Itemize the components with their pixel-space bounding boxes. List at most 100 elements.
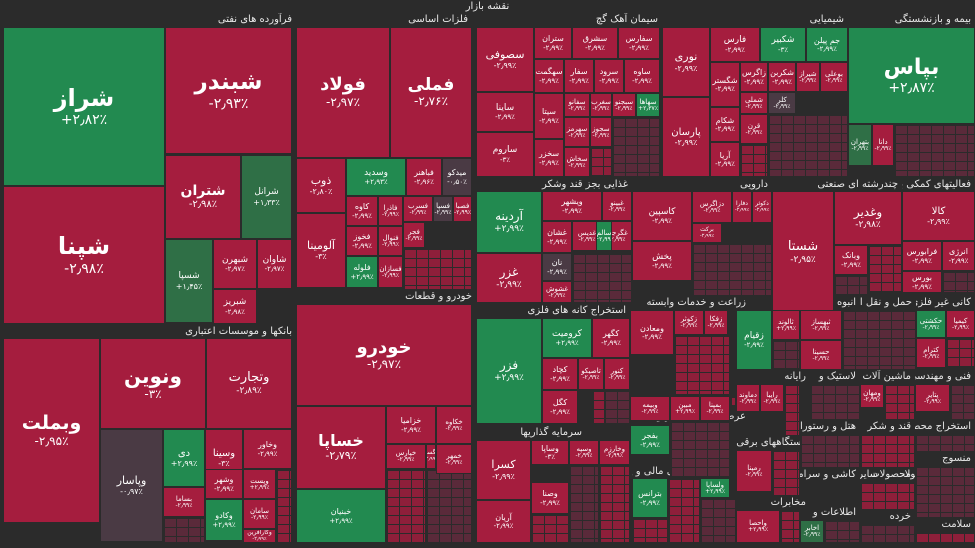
stock-tile[interactable]: وصنا -۲٫۹۹٪ [531, 482, 569, 514]
stock-tile[interactable]: غشوش -۲٫۹۹٪ [542, 281, 572, 303]
sector-header[interactable]: کانی غیر فلزی [916, 297, 971, 308]
stock-tile[interactable]: دفارا -۲٫۹۹٪ [732, 191, 752, 223]
stock-tile[interactable]: آردینه +۲٫۹۹٪ [476, 191, 542, 253]
stock-tile[interactable]: وسدید +۲٫۹۳٪ [346, 158, 406, 196]
stock-tile[interactable]: میدکو -۰٫۵۰٪ [442, 158, 472, 196]
stock-tile[interactable]: فلوله +۲٫۹۹٪ [346, 256, 378, 288]
sector-header[interactable]: بانکها و موسسات اعتباری [185, 326, 292, 337]
sector-header[interactable]: فعالیتهای کمکی به [902, 179, 971, 190]
stock-tile[interactable]: وتجارت -۲٫۸۹٪ [206, 338, 292, 429]
stock-tile[interactable]: فملی -۲٫۷۶٪ [390, 27, 472, 158]
stock-tile[interactable]: خگستر-۲٫۹۹٪ [426, 444, 436, 469]
stock-tile[interactable]: شبندر -۲٫۹۳٪ [165, 27, 292, 154]
stock-tile[interactable]: آریا -۲٫۹۹٪ [710, 142, 740, 177]
stock-tile[interactable]: غزر -۲٫۹۹٪ [476, 253, 542, 303]
stock-tile[interactable]: سهگمت -۲٫۹۹٪ [534, 59, 564, 93]
stock-tile[interactable]: انرژی -۲٫۹۹٪ [942, 241, 975, 271]
stock-tile[interactable]: کترام -۲٫۹۹٪ [916, 338, 946, 368]
stock-tile[interactable]: ساینا -۲٫۹۹٪ [476, 92, 534, 132]
sector-header[interactable]: استخراج محصولات [915, 421, 971, 432]
stock-tile[interactable]: بورس -۲٫۹۹٪ [902, 271, 942, 293]
stock-tile[interactable]: بساما -۲٫۹۹٪ [163, 487, 205, 517]
stock-tile[interactable]: اخابر -۲٫۹۹٪ [800, 520, 824, 543]
stock-tile[interactable]: سغرب -۲٫۹۹٪ [590, 93, 612, 117]
stock-tile[interactable]: سخزر -۲٫۹۹٪ [534, 139, 564, 177]
stock-tile[interactable]: جم پیلن -۲٫۹۹٪ [806, 27, 848, 62]
sector-header[interactable]: دستگاههای برقی [736, 437, 806, 448]
stock-tile[interactable]: شستا -۲٫۹۵٪ [772, 191, 834, 315]
stock-tile[interactable]: خزامیا -۲٫۹۹٪ [386, 406, 436, 444]
stock-tile[interactable]: فارس -۲٫۹۹٪ [710, 27, 760, 62]
sector-header[interactable]: فنی و مهندسی [915, 371, 971, 382]
stock-tile[interactable]: دماوند -۲٫۹۹٪ [736, 384, 760, 412]
stock-tile[interactable]: ومعادن -۲٫۹۹٪ [630, 310, 674, 355]
stock-tile[interactable]: زقیام -۲٫۹۹٪ [736, 310, 772, 370]
stock-tile[interactable]: کگل -۲٫۹۹٪ [542, 390, 578, 424]
stock-tile[interactable]: شبریز -۲٫۹۸٪ [213, 289, 257, 324]
stock-tile[interactable]: سفانو -۲٫۹۹٪ [564, 93, 590, 117]
stock-tile[interactable]: خساپا -۲٫۷۹٪ [296, 406, 386, 489]
stock-tile[interactable]: کچاد -۲٫۹۹٪ [542, 358, 578, 390]
stock-tile[interactable]: وخارزم -۲٫۹۹٪ [599, 440, 630, 465]
stock-tile[interactable]: غبینو -۲٫۹۹٪ [602, 191, 632, 221]
stock-tile[interactable]: فسرب -۲٫۹۹٪ [403, 196, 433, 222]
stock-tile[interactable]: کاوه -۲٫۹۹٪ [346, 196, 378, 226]
stock-tile[interactable]: خودرو -۲٫۹۷٪ [296, 304, 472, 406]
sector-header[interactable]: ماشین آلات و [860, 371, 911, 382]
sector-header[interactable]: قند و شکر [867, 421, 911, 432]
sector-header[interactable]: استخراج کانه های فلزی [527, 305, 626, 316]
stock-tile[interactable]: فرابورس -۲٫۹۹٪ [902, 241, 942, 271]
stock-tile[interactable]: کرومیت +۲٫۹۹٪ [542, 318, 592, 358]
stock-tile[interactable]: فصبا -۲٫۹۹٪ [453, 196, 472, 222]
stock-tile[interactable]: فسازان -۲٫۹۹٪ [378, 256, 403, 288]
stock-tile[interactable]: قرن -۲٫۹۹٪ [740, 114, 768, 144]
stock-tile[interactable]: زفکا -۲٫۹۹٪ [704, 310, 728, 335]
stock-tile[interactable]: شگستر -۲٫۹۹٪ [710, 62, 740, 107]
stock-tile[interactable]: فجر -۲٫۹۹٪ [403, 222, 425, 248]
stock-tile[interactable]: کاسپین -۲٫۹۹٪ [632, 191, 692, 241]
stock-tile[interactable]: خپارس -۲٫۹۹٪ [386, 444, 426, 469]
stock-tile[interactable]: زکوثر -۲٫۹۹٪ [674, 310, 704, 335]
stock-tile[interactable]: بمپنا -۲٫۹۹٪ [700, 396, 730, 421]
stock-tile[interactable]: وخاور -۲٫۹۹٪ [243, 429, 292, 469]
stock-tile[interactable]: خبنیان +۲٫۹۹٪ [296, 489, 386, 543]
stock-tile[interactable]: ساروم -۳٪ [476, 132, 534, 177]
sector-header[interactable]: چندرشته ای صنعتی [817, 179, 898, 190]
stock-tile[interactable]: وسپه -۲٫۹۹٪ [569, 440, 599, 465]
sector-header[interactable]: دارویی [739, 179, 768, 190]
stock-tile[interactable]: بترانس -۲٫۹۹٪ [632, 478, 668, 518]
stock-tile[interactable]: ویشهر -۲٫۹۹٪ [542, 191, 602, 221]
sector-header[interactable]: هتل و رستوران [800, 421, 856, 432]
stock-tile[interactable]: سخاش -۲٫۹۹٪ [564, 147, 590, 177]
stock-tile[interactable]: ثالوند +۲٫۹۹٪ [772, 310, 800, 340]
stock-tile[interactable]: مبین +۲٫۹۹٪ [670, 396, 700, 421]
stock-tile[interactable]: پخش -۲٫۹۹٪ [632, 241, 692, 281]
sector-header[interactable]: خودرو و قطعات [405, 291, 472, 302]
stock-tile[interactable]: سالم+۲٫۹۹٪ [596, 221, 612, 251]
stock-tile[interactable]: دانا -۲٫۹۹٪ [872, 124, 894, 166]
stock-tile[interactable]: شپنا -۲٫۹۸٪ [3, 186, 165, 324]
stock-tile[interactable]: فباهنر -۲٫۹۶٪ [406, 158, 442, 196]
stock-tile[interactable]: سامان -۲٫۹۹٪ [243, 499, 276, 529]
stock-tile[interactable]: برکت -۲٫۹۹٪ [692, 223, 722, 243]
sector-header[interactable]: شیمیایی [809, 14, 844, 25]
stock-tile[interactable]: شرانل +۱٫۳۳٪ [241, 155, 292, 239]
stock-tile[interactable]: سبجنو -۲٫۹۹٪ [612, 93, 636, 117]
sector-header[interactable]: کاشی و سرامیک [800, 469, 856, 480]
stock-tile[interactable]: دزاگرس -۲٫۹۹٪ [692, 191, 732, 223]
stock-tile[interactable]: وشهر -۲٫۹۹٪ [205, 469, 243, 499]
stock-tile[interactable]: کگهر -۲٫۹۹٪ [592, 318, 630, 358]
stock-tile[interactable]: وکارآفرین -۲٫۹۹٪ [243, 529, 276, 543]
stock-tile[interactable]: شراز +۲٫۸۲٪ [3, 27, 165, 186]
stock-tile[interactable]: بفجر -۲٫۹۹٪ [630, 425, 670, 455]
stock-tile[interactable]: ومهان -۲٫۹۹٪ [860, 384, 884, 408]
stock-tile[interactable]: بتهران -۲٫۹۹٪ [848, 124, 872, 166]
stock-tile[interactable]: ولساپا +۲٫۹۹٪ [700, 478, 730, 498]
stock-tile[interactable]: رمپنا -۲٫۹۹٪ [736, 450, 772, 492]
sector-header[interactable]: سرمایه گذاریها [520, 427, 582, 438]
sector-header[interactable]: بیمه و بازنشستگی [894, 14, 971, 25]
stock-tile[interactable]: بپاس +۲٫۸۷٪ [848, 27, 975, 124]
stock-tile[interactable]: کسرا -۲٫۹۹٪ [476, 440, 531, 500]
stock-tile[interactable]: شسپا +۱٫۴۵٪ [165, 239, 213, 323]
stock-tile[interactable]: سیتا -۲٫۹۹٪ [534, 93, 564, 139]
